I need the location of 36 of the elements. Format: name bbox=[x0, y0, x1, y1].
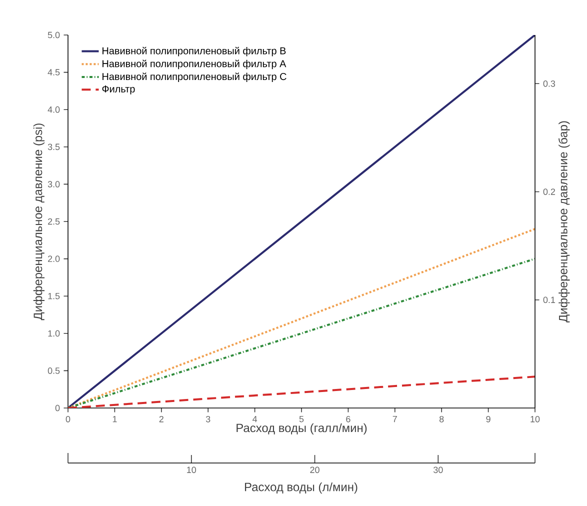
y-tick-label: 3.5 bbox=[48, 144, 60, 150]
y-tick-label: 3.0 bbox=[48, 181, 60, 188]
y-tick-label: 4.5 bbox=[48, 69, 60, 76]
x-tick-label: 7 bbox=[392, 416, 397, 422]
x2-tick-label: 10 bbox=[187, 466, 196, 474]
y2-axis-title: Дифференциальное давление (бар) bbox=[558, 121, 570, 322]
y-tick-label: 5.0 bbox=[48, 32, 60, 38]
x-tick-label: 4 bbox=[252, 416, 258, 422]
y-tick-label: 0.5 bbox=[48, 368, 60, 374]
x-tick-label: 6 bbox=[346, 416, 350, 422]
legend-label: Фильтр bbox=[102, 85, 135, 94]
x-tick-label: 5 bbox=[299, 416, 304, 422]
y2-tick-label: 0.2 bbox=[543, 188, 555, 195]
y-tick-label: 1.5 bbox=[48, 292, 60, 300]
x-tick-label: 1 bbox=[112, 416, 117, 422]
x2-tick-label: 30 bbox=[434, 466, 443, 474]
x-tick-label: 8 bbox=[440, 416, 444, 422]
legend-label: Навивной полипропиленовый фильтр C bbox=[102, 72, 286, 82]
legend-label: Навивной полипропиленовый фильтр B bbox=[102, 46, 286, 56]
x2-tick-label: 20 bbox=[310, 466, 320, 474]
y-tick-label: 1.0 bbox=[48, 330, 60, 337]
y-axis-title: Дифференциальное давление (psi) bbox=[33, 124, 45, 320]
y-tick-label: 2.5 bbox=[48, 218, 60, 225]
x-axis-title: Расход воды (галл/мин) bbox=[236, 423, 367, 435]
legend-label: Навивной полипропиленовый фильтр A bbox=[102, 60, 286, 70]
y-tick-label: 0 bbox=[55, 404, 60, 412]
x-tick-label: 9 bbox=[486, 416, 490, 422]
y2-tick-label: 0.1 bbox=[543, 296, 556, 304]
x2-axis-title: Расход воды (л/мин) bbox=[244, 482, 358, 494]
y-tick-label: 4.0 bbox=[48, 106, 60, 113]
x-tick-label: 3 bbox=[206, 416, 210, 422]
y-tick-label: 2.0 bbox=[48, 256, 60, 262]
x-tick-label: 0 bbox=[66, 416, 70, 422]
y2-tick-label: 0.3 bbox=[543, 80, 556, 87]
x-tick-label: 10 bbox=[530, 416, 540, 422]
x-tick-label: 2 bbox=[159, 416, 164, 422]
